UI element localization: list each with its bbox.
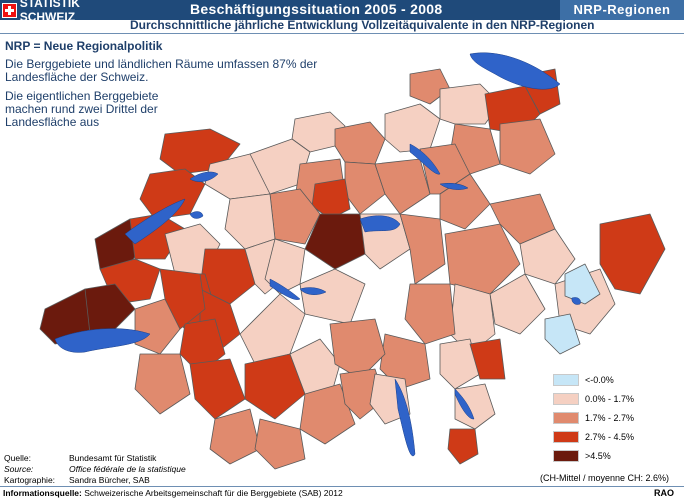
region-aargau [334, 121, 386, 165]
legend-item: 2.7% - 4.5% [553, 431, 634, 443]
legend-item: 0.0% - 1.7% [553, 393, 634, 405]
lake-walensee [439, 182, 469, 190]
region-puschlav [544, 313, 581, 355]
lake-maggiore [394, 378, 416, 457]
region-zug-schwyz [374, 158, 431, 215]
lake-biel [189, 171, 219, 182]
regions [39, 68, 666, 470]
info-source-label: Informationsquelle: [3, 488, 82, 498]
kartographie-value: Sandra Bürcher, SAB [69, 475, 150, 485]
kartographie-label: Kartographie: [4, 475, 56, 485]
region-zurich-north [384, 103, 441, 153]
lake-sils [571, 297, 581, 305]
header-divider [0, 33, 684, 34]
region-bellinzona [439, 338, 481, 390]
info-paragraph-1: Die Berggebiete und ländlichen Räume umf… [5, 57, 318, 84]
lake-thun [269, 278, 301, 300]
swiss-flag-icon [2, 2, 17, 18]
title-bar: STATISTIK SCHWEIZ Beschäftigungssituatio… [0, 0, 684, 24]
legend-label: <-0.0% [585, 375, 614, 385]
legend-swatch [553, 450, 579, 462]
lakes [54, 52, 581, 457]
lake-zurich [409, 143, 441, 175]
rao-label: RAO [654, 488, 674, 498]
region-uri [399, 213, 446, 285]
info-paragraph-2: Die eigentlichen Berggebiete machen rund… [5, 89, 159, 129]
region-mendrisio [447, 428, 479, 465]
lake-constance [469, 52, 561, 90]
region-lausanne [84, 283, 136, 335]
legend-swatch [553, 374, 579, 386]
legend-label: >4.5% [585, 451, 611, 461]
credits: Quelle: Bundesamt für Statistik Source: Of… [4, 453, 186, 486]
footer: Informationsquelle: Schweizerische Arbei… [0, 486, 684, 500]
region-locarno [379, 333, 431, 390]
brand: STATISTIK SCHWEIZ [0, 0, 136, 24]
map-title: Beschäftigungssituation 2005 - 2008 [190, 1, 443, 17]
lake-neuchatel [124, 198, 186, 245]
region-sion [189, 358, 246, 420]
region-thun [264, 238, 306, 295]
ch-average-note: (CH-Mittel / moyenne CH: 2.6%) [540, 473, 670, 483]
region-tag: NRP-Regionen [560, 0, 684, 20]
region-oberengadin [564, 263, 601, 305]
region-lugano [454, 383, 496, 430]
region-leventina [404, 283, 456, 345]
source-label: Source: [4, 464, 34, 474]
region-surselva [444, 223, 521, 295]
source-value: Office fédérale de la statistique [69, 464, 186, 474]
region-visp [299, 383, 356, 445]
legend-swatch [553, 393, 579, 405]
region-davos [519, 228, 576, 285]
region-albula [489, 273, 546, 335]
brand-text: STATISTIK SCHWEIZ [19, 0, 80, 24]
region-martigny [134, 353, 191, 415]
quelle-label: Quelle: [4, 453, 31, 463]
lake-lucerne [359, 215, 401, 233]
lake-geneva [54, 328, 151, 353]
lake-lugano [454, 388, 475, 420]
region-unterengadin [599, 213, 666, 295]
legend-label: 2.7% - 4.5% [585, 432, 635, 442]
region-stgallen [499, 118, 556, 175]
lake-murten [189, 211, 204, 219]
region-gotthard [469, 338, 506, 380]
map-subtitle: Durchschnittliche jährliche Entwicklung … [130, 18, 595, 32]
region-sierre [244, 353, 306, 420]
legend-item: <-0.0% [553, 374, 614, 386]
legend-swatch [553, 412, 579, 424]
legend-item: 1.7% - 2.7% [553, 412, 634, 424]
region-entlebuch [304, 213, 366, 270]
legend-item: >4.5% [553, 450, 611, 462]
region-bern-nord [224, 193, 276, 250]
info-source-value: Schweizerische Arbeitsgemeinschaft für d… [84, 488, 343, 498]
region-goms [329, 318, 386, 380]
legend-swatch [553, 431, 579, 443]
legend-label: 0.0% - 1.7% [585, 394, 635, 404]
region-oberland-west [239, 293, 306, 365]
nrp-heading: NRP = Neue Regionalpolitik [5, 39, 163, 53]
region-aigle [159, 268, 206, 330]
quelle-value: Bundesamt für Statistik [69, 453, 157, 463]
region-leuk [289, 338, 341, 400]
switzerland-map [39, 52, 666, 470]
region-saas [254, 418, 306, 470]
region-entremont [209, 408, 261, 465]
lake-brienz [299, 287, 327, 295]
region-oberland-ost [299, 268, 366, 325]
legend-label: 1.7% - 2.7% [585, 413, 635, 423]
